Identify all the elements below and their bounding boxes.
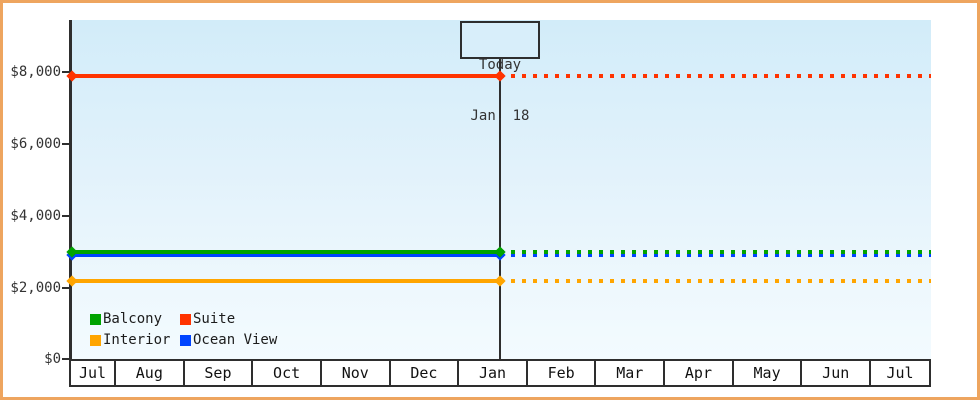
y-tick-0 [62, 358, 70, 360]
legend-item-balcony: Balcony [90, 311, 180, 327]
today-label: Today [478, 57, 522, 73]
month-cell-oct: Oct [251, 361, 320, 385]
legend-item-suite: Suite [180, 311, 277, 327]
legend-label-interior: Interior [103, 332, 171, 348]
y-tick-4000 [62, 215, 70, 217]
series-line-balcony-dotted [500, 250, 931, 255]
month-cell-jan: Jan [457, 361, 526, 385]
y-axis-line [69, 20, 72, 360]
series-layer [3, 3, 977, 397]
legend-swatch-interior [90, 335, 101, 346]
legend-swatch-ocean-view [180, 335, 191, 346]
month-cell-jun: Jun [800, 361, 869, 385]
legend-swatch-balcony [90, 314, 101, 325]
y-label-2000: $2,000 [10, 280, 61, 296]
series-line-interior-dotted [500, 278, 931, 283]
y-label-6000: $6,000 [10, 136, 61, 152]
series-line-interior-solid [72, 278, 500, 283]
series-marker-interior-start [66, 275, 78, 287]
legend-label-balcony: Balcony [103, 311, 163, 327]
legend-swatch-suite [180, 314, 191, 325]
month-cell-feb: Feb [525, 361, 595, 385]
legend-label-ocean-view: Ocean View [193, 332, 278, 348]
x-axis-month-row: Jul Aug Sep Oct Nov Dec Jan Feb Mar Apr … [69, 359, 931, 387]
series-line-suite-dotted [500, 73, 931, 78]
month-cell-mar: Mar [594, 361, 663, 385]
month-cell-jul2: Jul [869, 361, 929, 385]
series-line-ocean-view-solid [72, 252, 500, 257]
y-label-0: $0 [44, 351, 61, 367]
today-date: Jan. 18 [470, 108, 530, 124]
month-cell-aug: Aug [114, 361, 183, 385]
month-cell-sep: Sep [182, 361, 252, 385]
y-tick-6000 [62, 143, 70, 145]
month-cell-may: May [731, 361, 801, 385]
series-marker-suite-start [66, 69, 78, 82]
month-cell-jul1: Jul [78, 364, 107, 382]
series-line-ocean-view-dotted [500, 252, 931, 257]
month-cell-dec: Dec [388, 361, 458, 385]
today-vertical-line [499, 57, 501, 359]
y-label-4000: $4,000 [10, 208, 61, 224]
series-line-suite-solid [72, 73, 500, 78]
legend-label-suite: Suite [193, 311, 236, 327]
y-label-8000: $8,000 [10, 64, 61, 80]
y-tick-8000 [62, 71, 70, 73]
month-cell-nov: Nov [319, 361, 389, 385]
y-tick-2000 [62, 287, 70, 289]
series-line-balcony-solid [72, 250, 500, 255]
today-marker-box: Today Jan. 18 [460, 21, 540, 124]
legend-item-ocean-view: Ocean View [180, 332, 278, 348]
legend: Balcony Suite Interior Ocean View [90, 311, 278, 348]
series-marker-interior-today [494, 275, 506, 287]
month-cell-apr: Apr [663, 361, 732, 385]
legend-item-interior: Interior [90, 332, 180, 348]
